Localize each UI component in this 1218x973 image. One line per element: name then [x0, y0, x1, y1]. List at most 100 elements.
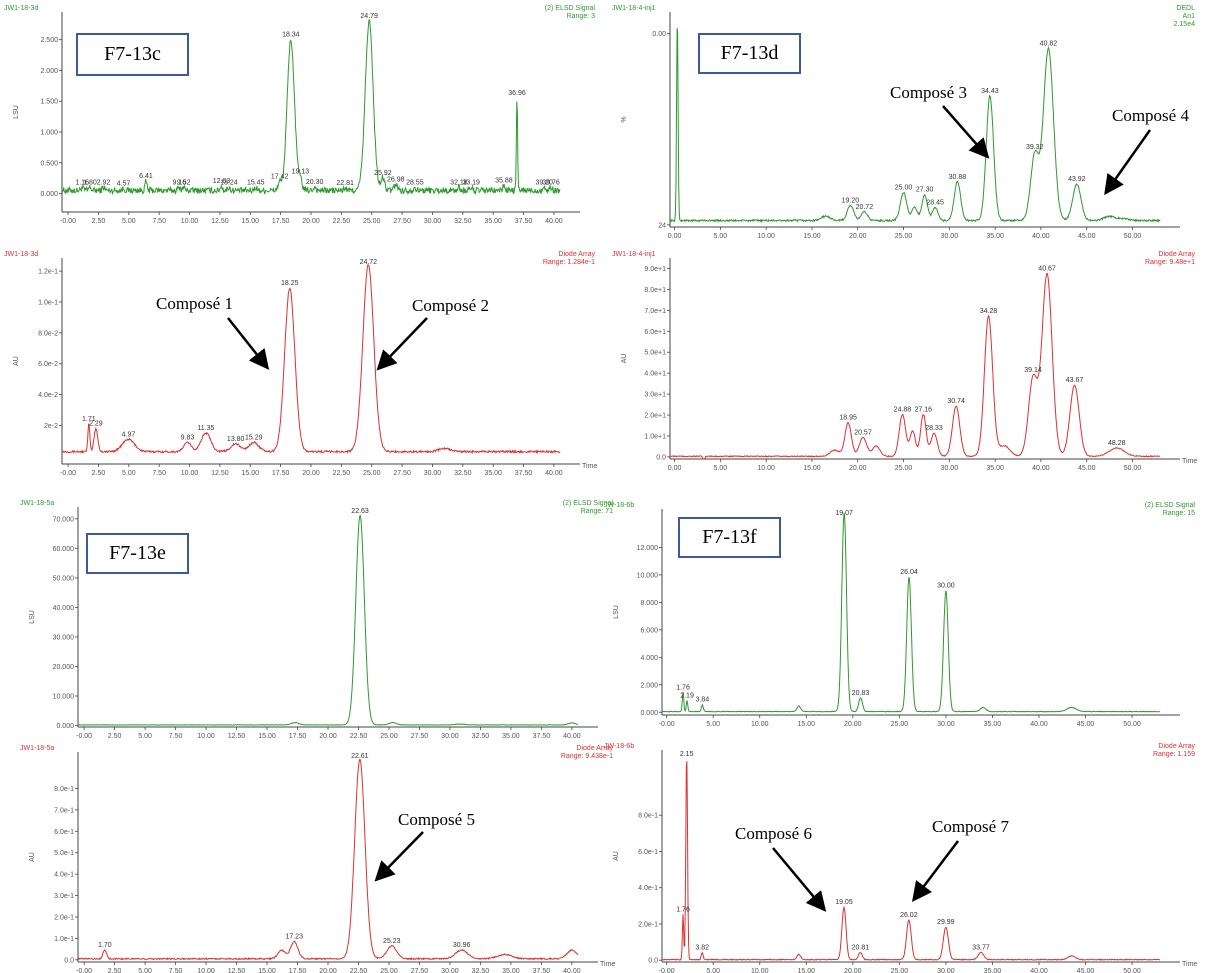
panel-e-uv-signal: Diode Array [576, 745, 613, 752]
panel-d-uv-x-tick-label: 5.00 [714, 465, 728, 472]
panel-e-elsd-trace [77, 514, 579, 726]
panel-c-elsd-y-tick-label: 2.000 [40, 68, 58, 75]
fraction-label-e: F7-13e [86, 533, 189, 574]
panel-d-uv-x-tick-label: 0.00 [668, 465, 682, 472]
panel-f-uv-peak-label: 2.15 [680, 751, 694, 758]
panel-c-elsd-range: Range: 3 [567, 13, 596, 20]
panel-c-uv-x-tick-label: 22.50 [333, 470, 351, 477]
panel-c-elsd-x-tick-label: 10.00 [181, 218, 199, 225]
panel-f-uv-x-tick-label: 50.00 [1123, 968, 1141, 973]
panel-e-elsd-x-tick-label: 37.50 [533, 733, 551, 740]
panel-f-uv-y-tick-label: 6.0e-1 [638, 849, 658, 856]
compound-7-label: Composé 7 [932, 817, 1009, 836]
panel-e-uv-x-tick-label: 30.00 [441, 968, 459, 973]
panel-d-uv-x-tick-label: 50.00 [1124, 465, 1142, 472]
panel-e-elsd-x-tick-label: 12.50 [228, 733, 246, 740]
panel-c-elsd-peak-label: 22.81 [336, 180, 354, 187]
panel-e-uv-y-tick-label: 2.0e-1 [54, 915, 74, 922]
panel-d-elsd-peak-label: 25.00 [895, 185, 913, 192]
panel-d-elsd-x-tick-label: 40.00 [1032, 233, 1050, 240]
panel-e-uv-x-tick-label: 25.00 [380, 968, 398, 973]
panel-e-elsd-x-tick-label: 35.00 [502, 733, 520, 740]
panel-c-uv-signal: Diode Array [558, 251, 595, 258]
panel-c-elsd-peak-label: 6.41 [139, 173, 153, 180]
panel-e-elsd-x-tick-label: 17.50 [289, 733, 307, 740]
panel-d-uv-peak-label: 40.67 [1038, 265, 1056, 272]
panel-f-uv-y-tick-label: 8.0e-1 [638, 813, 658, 820]
panel-e-uv-peak-label: 30.96 [453, 942, 471, 949]
panel-d-uv-trace [669, 272, 1161, 460]
panel-c-uv-x-tick-label: 40.00 [545, 470, 563, 477]
panel-c-uv-x-tick-label: 25.00 [363, 470, 381, 477]
panel-f-uv-trace [661, 761, 1161, 961]
panel-f-elsd-y-tick-label: 0.000 [640, 710, 658, 717]
panel-c-elsd-y-tick-label: 2.500 [40, 37, 58, 44]
panel-c-elsd-peak-label: 24.79 [360, 13, 378, 20]
panel-c-elsd-peak-label: 1.16 [75, 179, 89, 186]
panel-c-elsd-peak-label: 28.55 [406, 179, 424, 186]
panel-c-uv-x-tick-label: 35.00 [484, 470, 502, 477]
panel-d-elsd-peak-label: 43.92 [1068, 176, 1086, 183]
panel-c-elsd-x-tick-label: 12.50 [211, 218, 229, 225]
panel-d-elsd-y-label: % [621, 116, 628, 122]
panel-c-uv-y-tick-label: 4.0e-2 [38, 392, 58, 399]
panel-e-uv-x-tick-label: 2.50 [108, 968, 122, 973]
panel-f-elsd-x-tick-label: 30.00 [937, 721, 955, 728]
panel-d-uv-y-tick-label: 1.0e+1 [644, 433, 666, 440]
panel-f-uv-x-tick-label: -0.00 [659, 968, 675, 973]
panel-e-uv-y-tick-label: 7.0e-1 [54, 807, 74, 814]
panel-e-uv-trace [77, 758, 579, 961]
panel-e-uv-x-tick-label: 40.00 [563, 968, 581, 973]
panel-d-uv-x-tick-label: 15.00 [803, 465, 821, 472]
panel-d-elsd-x-tick-label: 5.00 [714, 233, 728, 240]
panel-f-uv-sample-id: JW-18-6b [604, 743, 634, 750]
panel-c-uv-peak-label: 24.72 [360, 259, 378, 266]
panel-c-elsd-peak-label: 32.18 [450, 179, 468, 186]
panel-c-uv-peak-label: 11.35 [197, 425, 214, 432]
panel-c-elsd-peak-label: 20.30 [306, 179, 324, 186]
panel-c-elsd-y-tick-label: 0.000 [40, 191, 58, 198]
panel-f-elsd-x-tick-label: -0.00 [659, 721, 675, 728]
panel-c-elsd-peak-label: 2.92 [97, 179, 111, 186]
panel-f-elsd-x-tick-label: 15.00 [798, 721, 816, 728]
compound-3-arrow [942, 105, 990, 159]
panel-f-elsd-trace [661, 512, 1161, 713]
panel-e-elsd-x-tick-label: -0.00 [76, 733, 92, 740]
panel-c-uv-peak-label: 15.29 [245, 434, 263, 441]
compound-4-arrow [1104, 129, 1152, 196]
panel-d-elsd-trace [669, 27, 1161, 223]
panel-f-uv-peak-label: 29.99 [937, 919, 955, 926]
panel-f-uv-peak-label: 26.02 [900, 912, 918, 919]
panel-e-elsd-x-tick-label: 32.50 [472, 733, 490, 740]
panel-c-elsd-peak-label: 39.76 [542, 179, 560, 186]
panel-d-uv-y-tick-label: 0.0 [656, 454, 666, 461]
panel-c-elsd-x-tick-label: 32.50 [454, 218, 472, 225]
panel-c-elsd-x-tick-label: 27.50 [393, 218, 411, 225]
panel-f-uv-x-tick-label: 20.00 [844, 968, 862, 973]
panel-d-uv-x-tick-label: 35.00 [986, 465, 1004, 472]
compound-3-label: Composé 3 [890, 83, 967, 102]
panel-f-uv-peak-label: 19.05 [835, 899, 853, 906]
panel-c-uv-x-tick-label: 15.00 [242, 470, 260, 477]
panel-e-elsd-x-tick-label: 30.00 [441, 733, 459, 740]
panel-e-elsd-y-tick-label: 0.000 [56, 723, 74, 730]
panel-c-elsd-peak-label: 25.92 [374, 170, 392, 177]
panel-f-elsd-range: Range: 15 [1163, 510, 1195, 517]
panel-d-elsd-peak-label: 34.43 [981, 88, 999, 95]
panel-c-elsd-peak-label: 18.34 [282, 32, 300, 39]
panel-d-uv-x-tick-label: 20.00 [849, 465, 867, 472]
panel-c-uv-x-tick-label: 17.50 [272, 470, 290, 477]
panel-d-elsd-peak-label: 40.82 [1040, 40, 1058, 47]
panel-c-uv-peak-label: 9.83 [181, 434, 195, 441]
panel-d-elsd-y-tick-label: 0.00 [652, 31, 666, 38]
panel-d-uv-sample-id: JW1-18-4-inj1 [612, 251, 656, 258]
panel-e-elsd-x-tick-label: 25.00 [380, 733, 398, 740]
panel-f-uv-peak-label: 20.81 [852, 944, 870, 951]
panel-e-elsd-y-tick-label: 60.000 [53, 546, 75, 553]
panel-d-uv-x-tick-label: 30.00 [941, 465, 959, 472]
panel-d-elsd-x-tick-label: 20.00 [849, 233, 867, 240]
